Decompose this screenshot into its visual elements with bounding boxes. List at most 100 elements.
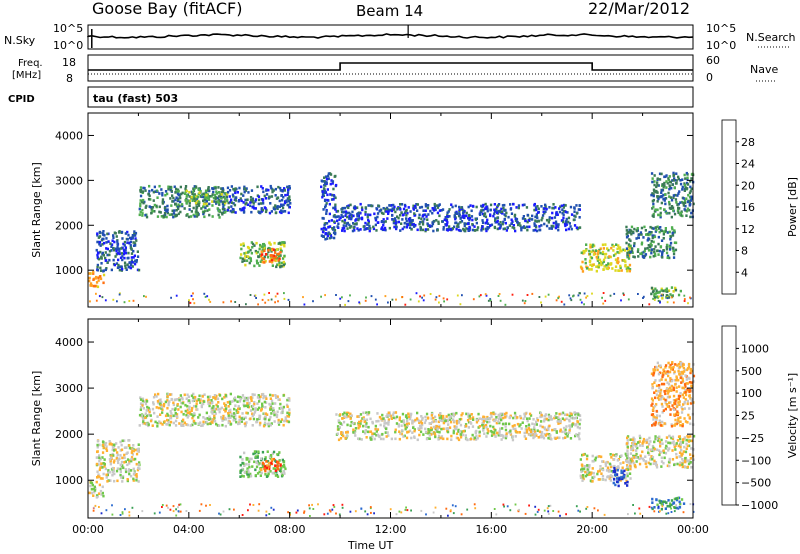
range-cell bbox=[186, 423, 189, 427]
range-cell bbox=[105, 267, 108, 270]
range-cell bbox=[652, 418, 655, 421]
range-cell bbox=[549, 434, 552, 437]
range-cell bbox=[250, 189, 254, 192]
range-cell bbox=[234, 404, 237, 407]
range-cell bbox=[241, 461, 244, 465]
range-cell bbox=[568, 294, 571, 297]
range-cell bbox=[197, 422, 200, 425]
range-cell bbox=[486, 427, 489, 431]
range-cell bbox=[465, 211, 468, 215]
range-cell bbox=[674, 248, 678, 252]
range-cell bbox=[119, 256, 123, 260]
range-cell bbox=[102, 230, 105, 233]
range-cell bbox=[144, 416, 147, 420]
range-cell bbox=[326, 234, 329, 238]
range-cell bbox=[677, 417, 680, 420]
range-cell bbox=[485, 205, 488, 209]
range-cell bbox=[203, 393, 206, 396]
range-cell bbox=[656, 503, 659, 507]
range-cell bbox=[596, 259, 600, 262]
range-cell bbox=[120, 265, 123, 269]
range-cell bbox=[586, 464, 589, 467]
range-cell bbox=[254, 468, 257, 472]
range-cell bbox=[261, 450, 265, 454]
range-cell bbox=[99, 457, 102, 461]
range-cell bbox=[680, 375, 683, 378]
range-cell bbox=[415, 417, 419, 420]
range-cell bbox=[202, 205, 205, 208]
range-cell bbox=[172, 421, 175, 425]
range-cell bbox=[474, 438, 478, 441]
range-cell bbox=[624, 452, 627, 456]
range-cell bbox=[357, 437, 360, 440]
range-cell bbox=[336, 219, 339, 223]
nave-lo-tick: 0 bbox=[706, 71, 713, 84]
range-cell bbox=[462, 227, 465, 231]
range-cell bbox=[269, 423, 272, 427]
range-cell bbox=[345, 212, 348, 215]
range-cell bbox=[133, 232, 136, 236]
nsearch-hi-tick: 10^5 bbox=[706, 22, 736, 35]
station-title: Goose Bay (fitACF) bbox=[92, 0, 242, 18]
range-cell bbox=[90, 284, 93, 287]
range-cell bbox=[662, 368, 665, 372]
range-cell bbox=[136, 449, 139, 452]
range-cell bbox=[538, 296, 541, 298]
range-cell bbox=[135, 473, 138, 476]
range-cell bbox=[183, 393, 186, 397]
range-cell bbox=[639, 436, 642, 440]
range-cell bbox=[611, 267, 614, 270]
range-cell bbox=[194, 395, 197, 399]
range-cell bbox=[382, 223, 385, 227]
range-cell bbox=[171, 407, 174, 411]
range-cell bbox=[223, 402, 226, 405]
range-cell bbox=[109, 242, 112, 245]
range-cell bbox=[345, 224, 348, 228]
range-cell bbox=[244, 424, 247, 428]
nsky-lo-tick: 10^0 bbox=[53, 39, 83, 52]
range-cell bbox=[362, 225, 365, 228]
range-cell bbox=[670, 367, 673, 371]
range-cell bbox=[280, 211, 283, 215]
range-cell bbox=[658, 384, 661, 387]
range-cell bbox=[266, 460, 270, 463]
range-cell bbox=[256, 408, 259, 411]
range-cell bbox=[672, 196, 675, 199]
range-cell bbox=[645, 465, 648, 469]
range-cell bbox=[616, 468, 619, 472]
range-cell bbox=[605, 267, 608, 270]
range-cell bbox=[406, 420, 409, 423]
range-cell bbox=[195, 212, 198, 216]
range-cell bbox=[261, 298, 264, 301]
range-cell bbox=[570, 424, 573, 428]
range-cell bbox=[332, 187, 335, 191]
range-cell bbox=[400, 203, 404, 206]
range-cell bbox=[610, 246, 613, 250]
range-cell bbox=[333, 236, 336, 240]
range-cell bbox=[401, 429, 404, 432]
range-cell bbox=[454, 204, 457, 208]
range-cell bbox=[99, 266, 102, 270]
range-cell bbox=[607, 262, 610, 265]
range-cell bbox=[688, 208, 691, 212]
range-cell bbox=[655, 414, 659, 417]
range-cell bbox=[670, 286, 674, 289]
range-cell bbox=[524, 437, 528, 440]
range-cell bbox=[425, 215, 428, 218]
range-cell bbox=[366, 430, 369, 434]
range-cell bbox=[685, 214, 688, 217]
range-cell bbox=[128, 446, 132, 450]
range-cell bbox=[382, 218, 385, 221]
range-cell bbox=[248, 465, 251, 469]
range-cell bbox=[254, 408, 257, 412]
range-cell bbox=[596, 472, 599, 476]
range-cell bbox=[625, 442, 629, 445]
range-cell bbox=[401, 218, 404, 221]
range-cell bbox=[680, 211, 683, 215]
range-cell bbox=[486, 227, 489, 231]
range-cell bbox=[550, 418, 554, 421]
range-cell bbox=[528, 433, 531, 436]
range-cell bbox=[219, 407, 222, 411]
range-cell bbox=[640, 226, 644, 230]
range-cell bbox=[250, 399, 253, 402]
